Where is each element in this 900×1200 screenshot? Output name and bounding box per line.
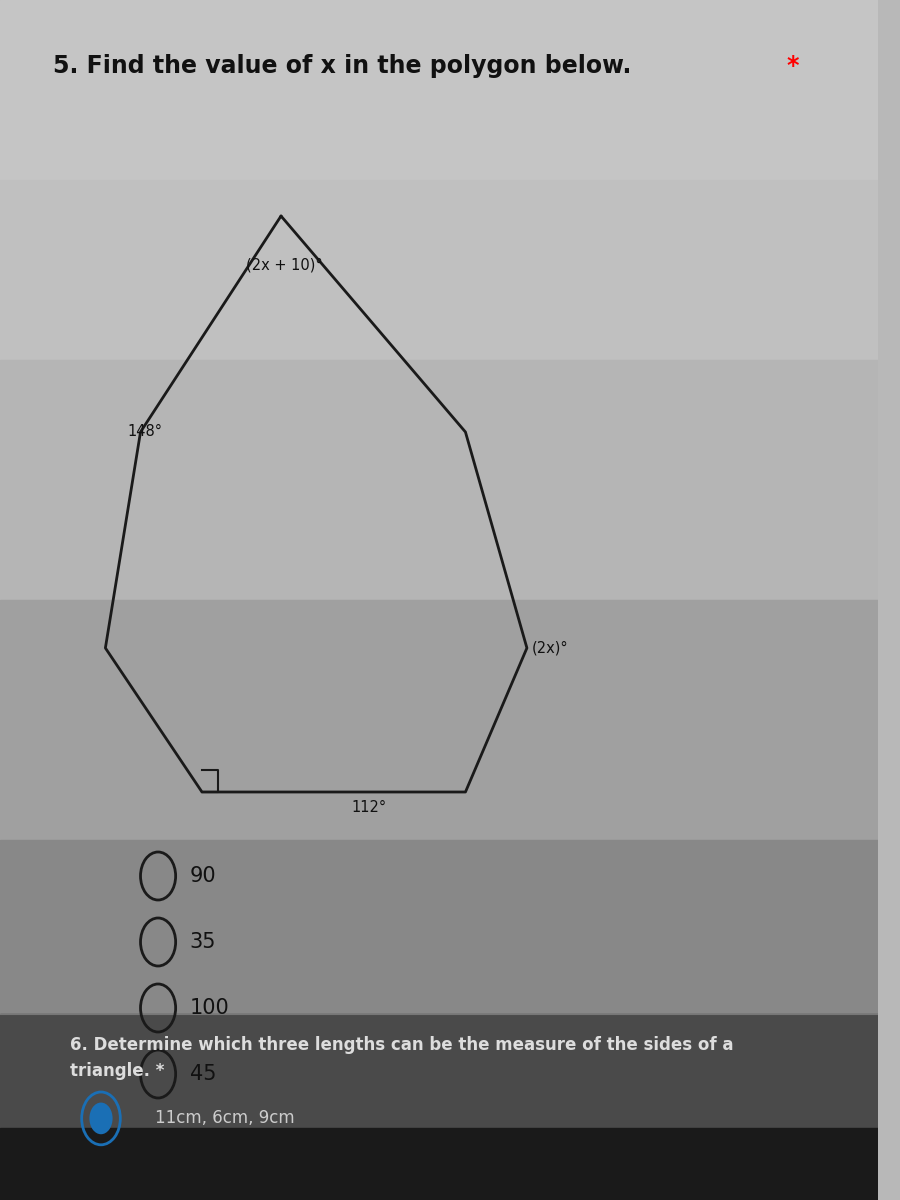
Text: 6. Determine which three lengths can be the measure of the sides of a: 6. Determine which three lengths can be … bbox=[70, 1036, 734, 1054]
Circle shape bbox=[89, 1103, 112, 1134]
Text: 5. Find the value of x in the polygon below.: 5. Find the value of x in the polygon be… bbox=[53, 54, 631, 78]
Bar bbox=[0, 840, 878, 1014]
Text: triangle. *: triangle. * bbox=[70, 1062, 165, 1080]
Text: 148°: 148° bbox=[127, 425, 162, 439]
Text: 112°: 112° bbox=[351, 800, 386, 816]
Text: 100: 100 bbox=[190, 998, 230, 1018]
Text: 90: 90 bbox=[190, 866, 216, 886]
Text: *: * bbox=[786, 54, 798, 78]
Bar bbox=[0, 1014, 878, 1128]
Bar bbox=[0, 1128, 878, 1200]
Text: 45: 45 bbox=[190, 1064, 216, 1084]
Bar bbox=[0, 600, 878, 840]
Text: (2x + 10)°: (2x + 10)° bbox=[246, 258, 322, 272]
Bar bbox=[0, 0, 878, 180]
Text: 35: 35 bbox=[190, 932, 216, 952]
Bar bbox=[0, 360, 878, 600]
Text: 11cm, 6cm, 9cm: 11cm, 6cm, 9cm bbox=[155, 1109, 294, 1128]
Text: (2x)°: (2x)° bbox=[531, 641, 568, 655]
Bar bbox=[0, 180, 878, 360]
